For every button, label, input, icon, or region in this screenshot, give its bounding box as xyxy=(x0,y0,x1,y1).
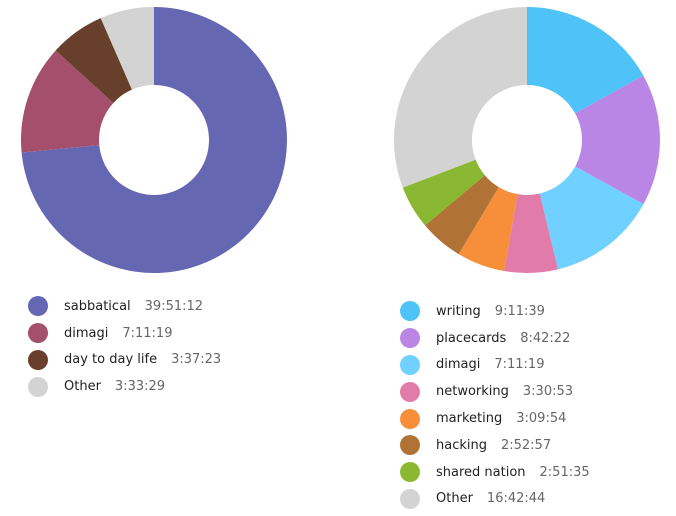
legend-swatch-icon xyxy=(28,296,48,317)
legend-swatch-icon xyxy=(400,301,420,322)
legend-label: shared nation xyxy=(436,464,526,480)
slice-sabbatical[interactable] xyxy=(21,7,288,273)
legend-label: sabbatical xyxy=(64,298,131,314)
legend-swatch-icon xyxy=(400,408,420,429)
slice-writing[interactable] xyxy=(527,7,644,114)
legend-item[interactable]: day to day life 3:37:23 xyxy=(28,347,221,374)
legend-item[interactable]: sabbatical 39:51:12 xyxy=(28,293,221,320)
legend-swatch-icon xyxy=(400,381,420,402)
legend-duration: 3:09:54 xyxy=(516,411,567,427)
legend-item[interactable]: writing 9:11:39 xyxy=(400,298,590,325)
donut-chart-left xyxy=(20,7,288,273)
legend-label: marketing xyxy=(436,411,503,427)
legend-duration: 3:37:23 xyxy=(171,352,222,368)
legend-label: day to day life xyxy=(64,352,158,368)
legend-swatch-icon xyxy=(28,323,48,344)
legend-swatch-icon xyxy=(400,435,420,456)
legend-item[interactable]: dimagi 7:11:19 xyxy=(400,352,590,379)
legend-label: networking xyxy=(436,384,509,400)
slice-other[interactable] xyxy=(394,7,527,188)
legend-duration: 2:52:57 xyxy=(500,437,552,453)
legend-swatch-icon xyxy=(400,328,420,349)
legend-label: hacking xyxy=(436,437,487,453)
legend-label: writing xyxy=(436,303,481,319)
legend-swatch-icon xyxy=(28,376,48,397)
legend-label: dimagi xyxy=(436,357,481,373)
slice-shared-nation[interactable] xyxy=(402,159,485,226)
legend-swatch-icon xyxy=(400,462,420,483)
legend-item[interactable]: placecards 8:42:22 xyxy=(400,325,590,352)
legend-item[interactable]: hacking 2:52:57 xyxy=(400,432,590,459)
slice-dimagi[interactable] xyxy=(20,50,114,153)
legend-duration: 3:30:53 xyxy=(522,384,574,400)
legend-duration: 7:11:19 xyxy=(122,325,173,341)
legend-label: dimagi xyxy=(64,325,109,341)
legend-duration: 16:42:44 xyxy=(486,491,546,507)
legend-duration: 39:51:12 xyxy=(144,298,204,314)
slice-networking[interactable] xyxy=(504,193,558,273)
legend-duration: 8:42:22 xyxy=(520,330,571,346)
legend-label: Other xyxy=(436,491,473,507)
legend-item[interactable]: Other 16:42:44 xyxy=(400,486,590,513)
legend-label: placecards xyxy=(436,330,507,346)
legend-duration: 9:11:39 xyxy=(494,303,545,319)
legend-item[interactable]: Other 3:33:29 xyxy=(28,373,221,400)
legend-swatch-icon xyxy=(400,488,420,509)
legend-item[interactable]: marketing 3:09:54 xyxy=(400,405,590,432)
legend-swatch-icon xyxy=(28,349,48,370)
slice-other[interactable] xyxy=(100,7,154,90)
slice-dimagi[interactable] xyxy=(539,166,644,270)
legend-duration: 2:51:35 xyxy=(539,464,590,480)
donut-chart-right xyxy=(394,7,660,273)
legend-left: sabbatical 39:51:12 dimagi 7:11:19 day to da… xyxy=(28,293,221,400)
slice-day-to-day-life[interactable] xyxy=(55,18,132,103)
legend-label: Other xyxy=(64,379,101,395)
slice-placecards[interactable] xyxy=(575,75,660,205)
legend-duration: 3:33:29 xyxy=(114,379,166,395)
slice-hacking[interactable] xyxy=(425,175,499,255)
legend-duration: 7:11:19 xyxy=(494,357,545,373)
legend-item[interactable]: dimagi 7:11:19 xyxy=(28,320,221,347)
legend-item[interactable]: networking 3:30:53 xyxy=(400,378,590,405)
legend-item[interactable]: shared nation 2:51:35 xyxy=(400,459,590,486)
legend-right: writing 9:11:39 placecards 8:42:22 dimagi 7:1… xyxy=(400,298,590,512)
slice-marketing[interactable] xyxy=(458,187,518,272)
legend-swatch-icon xyxy=(400,354,420,375)
